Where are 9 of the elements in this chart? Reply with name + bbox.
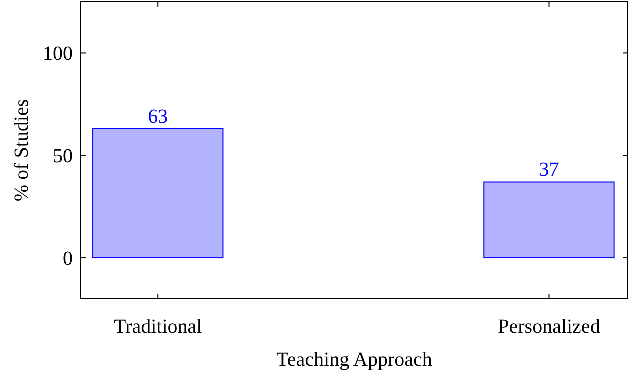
y-tick-label: 50 xyxy=(53,146,73,168)
data-label: 63 xyxy=(148,106,168,128)
data-label: 37 xyxy=(539,159,560,182)
x-tick-label: Traditional xyxy=(114,316,203,338)
y-tick-label: 0 xyxy=(63,248,73,270)
x-axis-title: Teaching Approach xyxy=(276,349,432,371)
x-tick-label: Personalized xyxy=(498,316,600,338)
y-tick-label: 100 xyxy=(43,43,73,66)
y-axis-title: % of Studies xyxy=(11,99,33,202)
